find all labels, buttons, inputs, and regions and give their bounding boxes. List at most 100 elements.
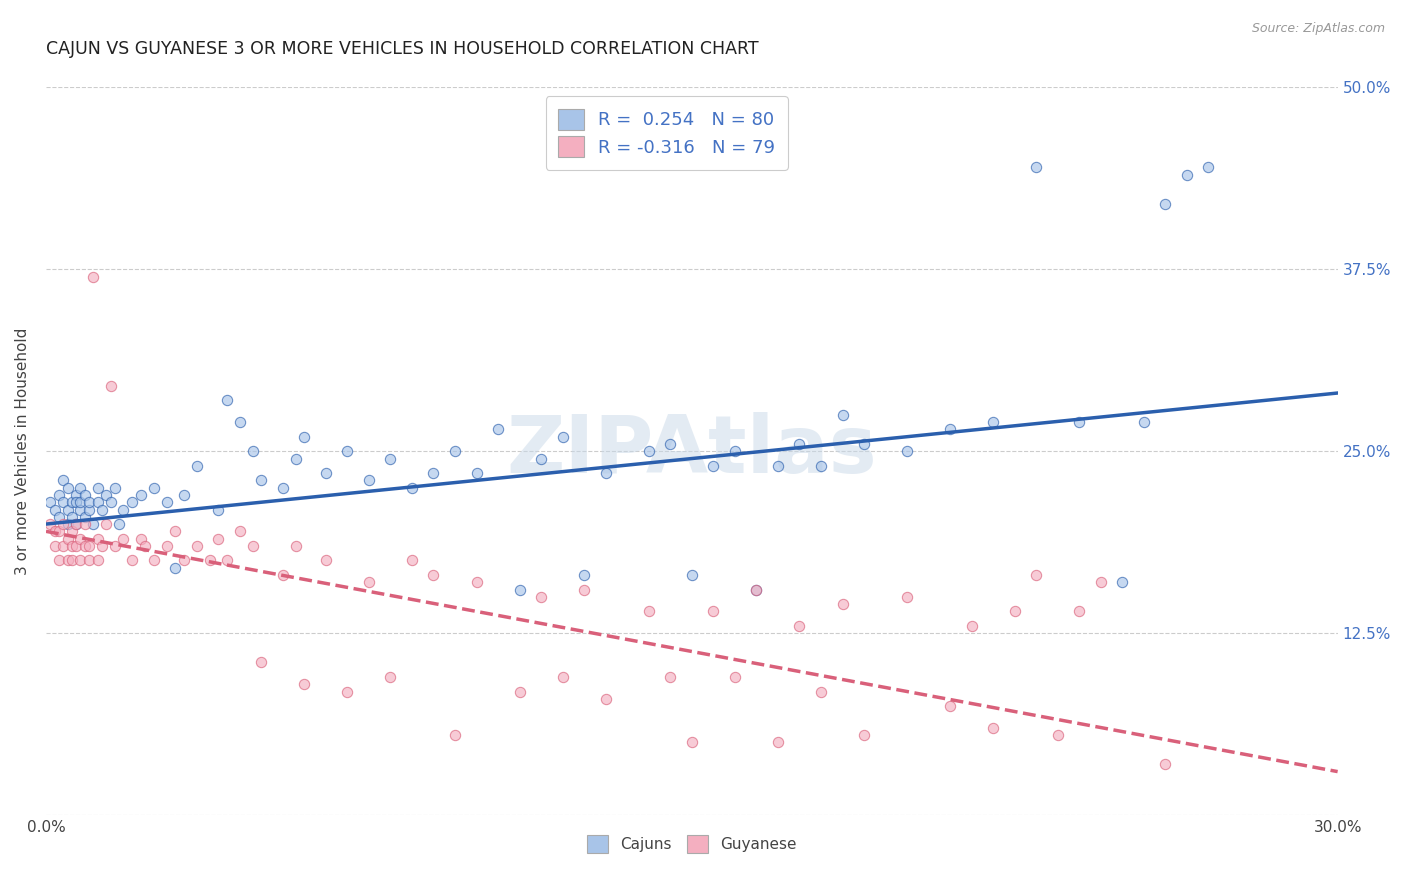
Point [271,481,294,495]
Point [637,444,659,458]
Point [44,539,66,553]
Point [465,575,488,590]
Point [86,495,108,509]
Point [77,553,100,567]
Point [173,488,195,502]
Point [315,553,337,567]
Point [637,604,659,618]
Point [48,509,70,524]
Point [530,451,553,466]
Point [250,656,273,670]
Point [896,444,918,458]
Point [39,517,62,532]
Point [1025,568,1047,582]
Point [292,677,315,691]
Point [142,481,165,495]
Point [69,502,91,516]
Point [48,524,70,539]
Point [1133,415,1156,429]
Point [724,444,747,458]
Point [939,422,962,436]
Point [509,582,531,597]
Point [422,568,444,582]
Point [186,539,208,553]
Point [401,553,423,567]
Point [65,488,87,502]
Point [56,481,79,495]
Point [60,509,83,524]
Point [315,466,337,480]
Point [65,517,87,532]
Point [56,502,79,516]
Point [96,488,118,502]
Point [939,699,962,714]
Point [960,619,983,633]
Point [112,532,135,546]
Point [659,437,682,451]
Point [789,437,811,451]
Point [702,458,724,473]
Point [186,458,208,473]
Point [69,532,91,546]
Point [69,481,91,495]
Point [401,481,423,495]
Point [165,524,187,539]
Point [981,721,1004,735]
Point [595,466,617,480]
Point [1154,196,1177,211]
Point [129,488,152,502]
Text: CAJUN VS GUYANESE 3 OR MORE VEHICLES IN HOUSEHOLD CORRELATION CHART: CAJUN VS GUYANESE 3 OR MORE VEHICLES IN … [46,40,759,58]
Point [215,393,238,408]
Point [572,582,595,597]
Point [831,597,853,611]
Point [465,466,488,480]
Point [271,568,294,582]
Point [91,539,114,553]
Legend: Cajuns, Guyanese: Cajuns, Guyanese [578,826,806,863]
Point [1069,604,1091,618]
Point [165,560,187,574]
Point [86,481,108,495]
Point [86,532,108,546]
Point [69,553,91,567]
Point [198,553,221,567]
Point [228,415,250,429]
Point [44,524,66,539]
Point [681,735,703,749]
Point [1198,161,1220,175]
Point [52,474,75,488]
Text: ZIPAtlas: ZIPAtlas [506,412,877,491]
Point [52,495,75,509]
Point [509,684,531,698]
Point [215,553,238,567]
Point [121,495,143,509]
Point [284,539,307,553]
Point [766,735,789,749]
Point [142,553,165,567]
Point [357,575,380,590]
Point [91,502,114,516]
Point [745,582,768,597]
Point [134,539,156,553]
Point [250,474,273,488]
Point [60,524,83,539]
Point [65,539,87,553]
Point [422,466,444,480]
Point [681,568,703,582]
Point [380,670,402,684]
Point [659,670,682,684]
Point [1090,575,1112,590]
Point [810,458,832,473]
Point [77,495,100,509]
Point [86,553,108,567]
Point [108,517,131,532]
Point [48,488,70,502]
Point [444,444,467,458]
Point [73,509,96,524]
Point [1111,575,1133,590]
Point [702,604,724,618]
Point [73,517,96,532]
Point [65,495,87,509]
Point [766,458,789,473]
Point [207,532,229,546]
